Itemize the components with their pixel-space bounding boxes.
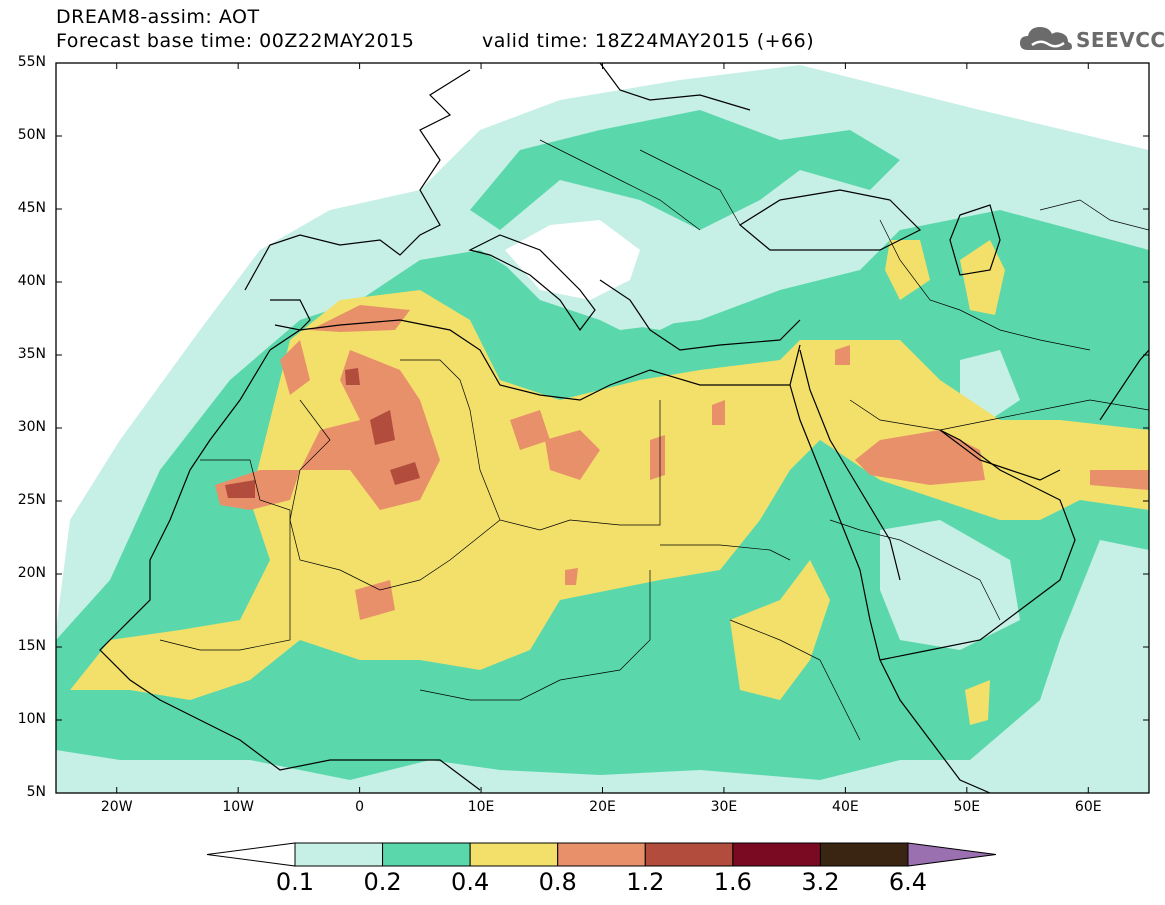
colorbar-swatch bbox=[294, 842, 384, 867]
lon-label: 30E bbox=[710, 799, 738, 815]
axis-ticks bbox=[56, 62, 1149, 794]
lat-label: 35N bbox=[17, 346, 46, 362]
lon-label: 20E bbox=[589, 799, 616, 815]
lat-label: 45N bbox=[17, 200, 46, 216]
title-line1: DREAM8-assim: AOT bbox=[56, 6, 260, 28]
lat-label: 30N bbox=[17, 419, 46, 435]
lon-label: 0 bbox=[355, 799, 365, 815]
lat-label: 55N bbox=[17, 54, 46, 70]
colorbar-label: 1.6 bbox=[713, 868, 752, 896]
colorbar-label: 0.8 bbox=[538, 868, 577, 896]
colorbar-label: 6.4 bbox=[888, 868, 928, 896]
lon-label: 60E bbox=[1074, 799, 1102, 815]
colorbar-low-arrow bbox=[206, 842, 296, 867]
aot-field bbox=[56, 63, 1149, 793]
colorbar-label: 1.2 bbox=[626, 868, 665, 896]
colorbar-swatch bbox=[557, 842, 646, 867]
valid-time: valid time: 18Z24MAY2015 (+66) bbox=[482, 30, 815, 52]
colorbar-swatch bbox=[644, 842, 734, 867]
seevccc-logo: SEEVCCC bbox=[1018, 22, 1165, 56]
colorbar-swatch bbox=[469, 842, 559, 867]
cloud-logo-icon bbox=[1020, 27, 1072, 50]
forecast-base-time: Forecast base time: 00Z22MAY2015 bbox=[56, 30, 415, 52]
colorbar-swatch bbox=[732, 842, 821, 867]
lat-label: 25N bbox=[17, 492, 46, 508]
colorbar-swatch bbox=[382, 842, 471, 867]
lon-label: 10W bbox=[222, 799, 254, 815]
logo-text: SEEVCCC bbox=[1076, 28, 1165, 52]
lon-label: 50E bbox=[953, 799, 981, 815]
colorbar-label: 0.2 bbox=[363, 868, 402, 896]
colorbar bbox=[206, 842, 997, 867]
coastlines bbox=[99, 63, 1149, 793]
lat-label: 50N bbox=[17, 127, 46, 143]
lat-label: 20N bbox=[17, 565, 46, 581]
lon-label: 20W bbox=[100, 799, 133, 815]
lat-label: 15N bbox=[17, 638, 46, 654]
lat-label: 10N bbox=[17, 711, 46, 727]
colorbar-label: 0.1 bbox=[275, 868, 315, 896]
colorbar-swatch bbox=[819, 842, 909, 867]
colorbar-label: 3.2 bbox=[801, 868, 840, 896]
borders bbox=[159, 139, 1149, 741]
colorbar-high-arrow bbox=[907, 842, 997, 867]
colorbar-label: 0.4 bbox=[451, 868, 490, 896]
lat-label: 5N bbox=[26, 784, 46, 800]
lon-label: 40E bbox=[832, 799, 859, 815]
lat-label: 40N bbox=[17, 273, 46, 289]
lon-label: 10E bbox=[467, 799, 495, 815]
